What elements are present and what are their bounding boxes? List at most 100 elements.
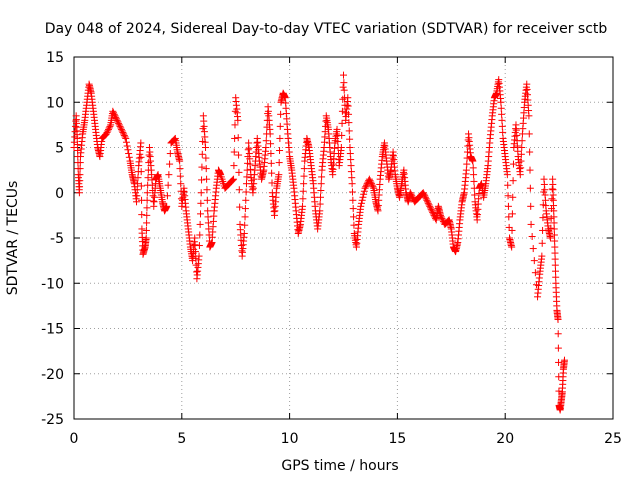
data-point xyxy=(530,257,538,265)
data-point xyxy=(191,241,199,249)
data-point xyxy=(104,127,112,135)
data-point xyxy=(429,208,437,216)
data-point xyxy=(275,159,283,167)
data-point xyxy=(348,174,356,182)
chart-title: Day 048 of 2024, Sidereal Day-to-day VTE… xyxy=(45,21,608,37)
data-point xyxy=(134,174,142,182)
data-point xyxy=(317,186,325,194)
data-point xyxy=(431,214,439,222)
data-point xyxy=(143,219,151,227)
data-point xyxy=(497,104,505,112)
data-point xyxy=(267,159,275,167)
data-point xyxy=(73,140,81,148)
data-point xyxy=(137,139,145,147)
data-point xyxy=(508,226,516,234)
data-point xyxy=(195,252,203,260)
data-point xyxy=(231,121,239,129)
data-point xyxy=(266,130,274,138)
data-point xyxy=(518,137,526,145)
data-point xyxy=(121,133,129,141)
data-point xyxy=(120,130,128,138)
data-point xyxy=(408,192,416,200)
data-point xyxy=(424,198,432,206)
data-point xyxy=(471,191,479,199)
data-point xyxy=(548,195,556,203)
data-point xyxy=(242,188,250,196)
data-point xyxy=(133,186,141,194)
data-point xyxy=(118,127,126,135)
data-point xyxy=(120,131,128,139)
data-point xyxy=(551,249,559,257)
data-point xyxy=(235,186,243,194)
data-point xyxy=(509,160,517,168)
data-point xyxy=(498,116,506,124)
data-point xyxy=(119,128,127,136)
data-point xyxy=(124,146,132,154)
data-point xyxy=(76,165,84,173)
data-point xyxy=(527,220,535,228)
data-point xyxy=(555,358,563,366)
data-point xyxy=(267,150,275,158)
data-point xyxy=(406,189,414,197)
data-point xyxy=(550,219,558,227)
data-point xyxy=(102,130,110,138)
data-point xyxy=(165,171,173,179)
data-point xyxy=(76,183,84,191)
data-point xyxy=(138,211,146,219)
data-point xyxy=(164,181,172,189)
data-point xyxy=(196,231,204,239)
data-point xyxy=(110,110,118,118)
data-point xyxy=(112,113,120,121)
y-tick-label: 0 xyxy=(55,186,64,202)
data-point xyxy=(204,219,212,227)
data-point xyxy=(504,192,512,200)
data-point xyxy=(469,164,477,172)
data-point xyxy=(547,224,555,232)
data-point xyxy=(241,205,249,213)
data-point xyxy=(116,122,124,130)
data-point xyxy=(112,115,120,123)
data-point xyxy=(234,134,242,142)
data-point xyxy=(115,119,123,127)
data-point xyxy=(268,179,276,187)
data-point xyxy=(517,164,525,172)
data-point xyxy=(114,118,122,126)
x-tick-label: 0 xyxy=(70,431,79,447)
data-point xyxy=(339,83,347,91)
data-point xyxy=(407,190,415,198)
data-point xyxy=(345,110,353,118)
data-point xyxy=(163,202,171,210)
data-point xyxy=(109,107,117,115)
data-point xyxy=(546,234,554,242)
data-point xyxy=(177,195,185,203)
data-point xyxy=(527,202,535,210)
data-point xyxy=(198,163,206,171)
data-point xyxy=(509,177,517,185)
data-point xyxy=(368,181,376,189)
data-point xyxy=(243,166,251,174)
data-point xyxy=(360,187,368,195)
data-point xyxy=(205,225,213,233)
data-point xyxy=(469,157,477,165)
data-point xyxy=(230,148,238,156)
data-point xyxy=(526,148,534,156)
data-point xyxy=(338,131,346,139)
data-point xyxy=(133,192,141,200)
x-tick-label: 15 xyxy=(388,431,406,447)
data-point xyxy=(317,193,325,201)
data-point xyxy=(195,242,203,250)
data-point xyxy=(243,173,251,181)
data-point xyxy=(362,183,370,191)
data-point xyxy=(462,166,470,174)
data-point xyxy=(316,207,324,215)
data-point xyxy=(408,193,416,201)
data-point xyxy=(196,220,204,228)
data-point xyxy=(76,177,84,185)
data-point xyxy=(339,95,347,103)
data-point xyxy=(368,180,376,188)
data-point xyxy=(115,121,123,129)
data-point xyxy=(197,199,205,207)
data-point xyxy=(338,107,346,115)
data-point xyxy=(529,245,537,253)
